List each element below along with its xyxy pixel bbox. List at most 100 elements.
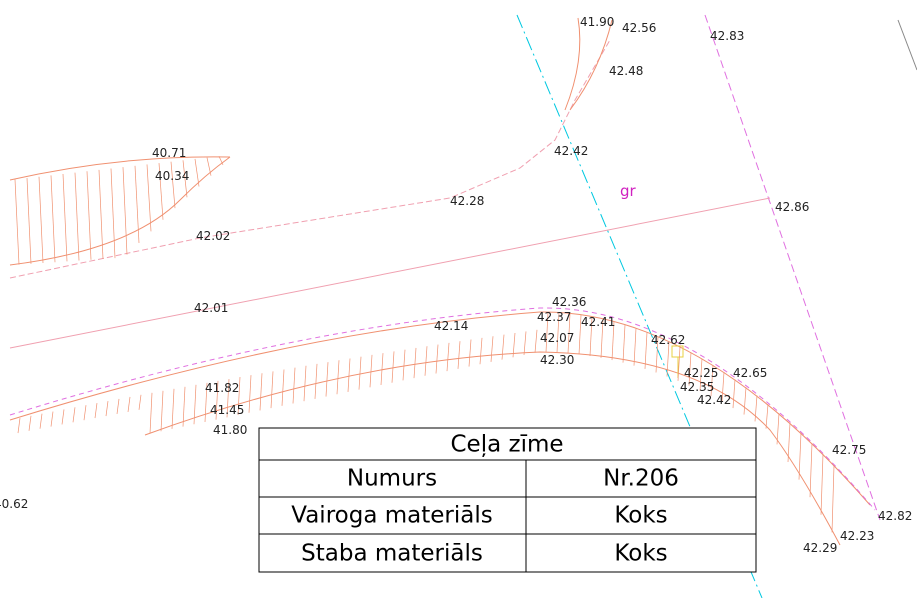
elevation: 41.80: [213, 423, 247, 437]
axis-line: [516, 14, 763, 598]
hatch-line: [170, 161, 176, 209]
hatch-line: [171, 388, 175, 429]
hatch-line: [754, 395, 758, 422]
hatch-line: [83, 405, 87, 421]
elevation: 42.02: [196, 229, 230, 243]
hatch-line: [633, 328, 637, 366]
linework: [9, 14, 917, 598]
table-cell: Numurs: [347, 466, 437, 492]
hatch-line: [134, 165, 140, 243]
elevation-labels: 41.90 42.56 42.83 42.48 42.42 gr 42.86 4…: [0, 15, 912, 555]
hatch-line: [194, 158, 200, 187]
hatch-line: [831, 465, 835, 533]
hatch-line: [655, 336, 659, 373]
hatch-line: [325, 362, 329, 397]
hatch-line: [38, 176, 44, 264]
table-cell: Vairoga materiāls: [291, 503, 492, 529]
hatch-line: [369, 354, 373, 388]
hatch-line: [820, 453, 824, 515]
hatch-line: [699, 358, 703, 391]
hatch-line: [116, 398, 120, 414]
sign-table: Ceļa zīme Numurs Nr.206 Vairoga materiāl…: [258, 427, 757, 573]
hatch-line: [72, 407, 76, 423]
elevation: 42.42: [697, 393, 731, 407]
hatch-line: [490, 336, 494, 362]
elevation: 41.45: [210, 403, 244, 417]
elevation: 41.90: [580, 15, 614, 29]
elevation: 42.07: [540, 331, 574, 345]
hatch-line: [105, 400, 109, 417]
hatch-line: [523, 331, 527, 356]
hatch-line: [237, 377, 241, 416]
hatch-line: [160, 390, 164, 432]
hatch-line: [138, 394, 142, 410]
hatch-line: [380, 353, 384, 386]
elevation: 42.28: [450, 194, 484, 208]
table-cell: Koks: [614, 541, 667, 567]
hatch-line: [545, 312, 549, 353]
hatch-line: [347, 358, 351, 392]
elevation: 40.71: [152, 146, 186, 160]
elevation: 42.29: [803, 541, 837, 555]
hatch-line: [468, 339, 472, 367]
hatch-line: [424, 346, 428, 376]
table-cell: Staba materiāls: [301, 541, 483, 567]
hatch-line: [666, 341, 670, 377]
slope-bottom: [144, 351, 841, 546]
hatch-line: [122, 167, 128, 255]
hatch-line: [146, 164, 152, 232]
hatch-line: [600, 319, 604, 358]
hatch-line: [512, 332, 516, 358]
hatch-line: [14, 179, 20, 265]
elevation: 42.56: [622, 21, 656, 35]
hatch-line: [336, 360, 340, 395]
hatch-line: [206, 157, 212, 176]
hatch-line: [534, 329, 538, 353]
hatch-line: [776, 413, 780, 445]
road-edge: [9, 197, 771, 349]
hatch-line: [567, 313, 571, 354]
table-title: Ceļa zīme: [450, 432, 563, 458]
hatch-line: [39, 413, 43, 429]
hatch-line: [391, 351, 395, 383]
hatch-line: [446, 342, 450, 372]
hatch-line: [622, 324, 626, 363]
table-cell: Nr.206: [603, 466, 679, 492]
hatch-line: [556, 312, 560, 353]
hatch-line: [98, 169, 104, 259]
table-cell: Koks: [614, 503, 667, 529]
hatch-line: [158, 163, 164, 220]
hatch-line: [677, 346, 681, 381]
elevation: 40.34: [155, 169, 189, 183]
elevation: 40.62: [0, 497, 28, 511]
elevation: 42.36: [552, 295, 586, 309]
hatch-line: [28, 415, 32, 431]
hatch-line: [226, 378, 230, 418]
hatch-line: [303, 365, 307, 402]
hatch-line: [127, 396, 131, 412]
elevation: 42.75: [832, 443, 866, 457]
hatch-line: [732, 379, 736, 409]
hatch-line: [688, 352, 692, 386]
road-edge: [9, 307, 876, 511]
hatch-line: [218, 156, 224, 166]
elevation: 42.86: [775, 200, 809, 214]
hatch-line: [479, 337, 483, 365]
hatch-line: [413, 347, 417, 379]
elevation: 41.82: [205, 381, 239, 395]
hatch-line: [149, 392, 153, 434]
elevation: 42.65: [733, 366, 767, 380]
elevation: 42.83: [710, 29, 744, 43]
hatch-line: [182, 386, 186, 427]
hatch-line: [215, 380, 219, 420]
hatch-line: [248, 375, 252, 413]
hatch-line: [358, 356, 362, 390]
hatch-line: [292, 367, 296, 404]
hatch-line: [435, 344, 439, 374]
hatch-line: [710, 365, 714, 397]
elevation: 42.30: [540, 353, 574, 367]
layer-label: gr: [620, 182, 637, 200]
elevation: 42.62: [651, 333, 685, 347]
hatch-line: [743, 387, 747, 415]
